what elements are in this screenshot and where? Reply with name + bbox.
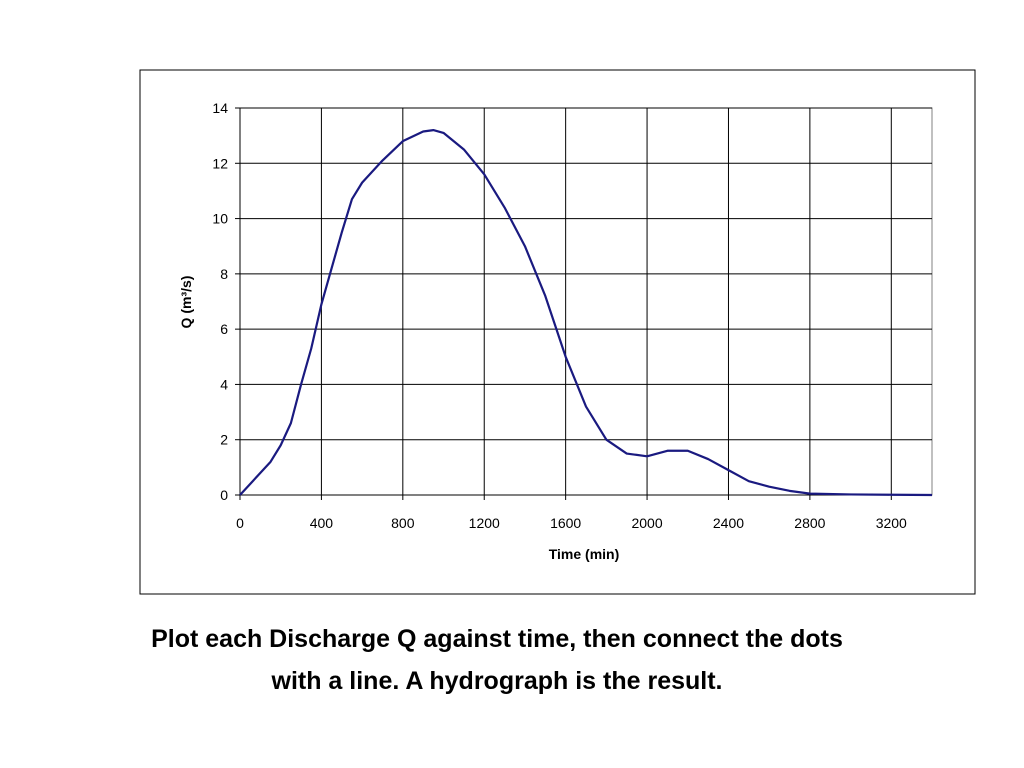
x-tick-label: 2000: [631, 515, 662, 531]
x-tick-label: 2400: [713, 515, 744, 531]
y-tick-label: 10: [212, 211, 228, 227]
caption-line: Plot each Discharge Q against time, then…: [151, 625, 843, 653]
y-tick-label: 12: [212, 155, 228, 171]
y-tick-label: 14: [212, 100, 228, 116]
x-tick-label: 400: [310, 515, 334, 531]
x-tick-label: 3200: [876, 515, 907, 531]
y-tick-label: 6: [220, 321, 228, 337]
y-tick-label: 0: [220, 487, 228, 503]
data-line: [239, 129, 933, 497]
x-tick-label: 0: [236, 515, 244, 531]
x-tick-label: 800: [391, 515, 415, 531]
y-tick-label: 8: [220, 266, 228, 282]
y-axis-label: Q (m³/s): [178, 276, 194, 329]
caption-line: with a line. A hydrograph is the result.: [271, 667, 723, 695]
x-tick-label: 2800: [794, 515, 825, 531]
y-tick-label: 4: [220, 376, 228, 392]
x-tick-label: 1200: [469, 515, 500, 531]
plot-area: [239, 107, 933, 496]
y-tick-label: 2: [220, 432, 228, 448]
x-axis-label: Time (min): [549, 546, 620, 562]
x-tick-label: 1600: [550, 515, 581, 531]
